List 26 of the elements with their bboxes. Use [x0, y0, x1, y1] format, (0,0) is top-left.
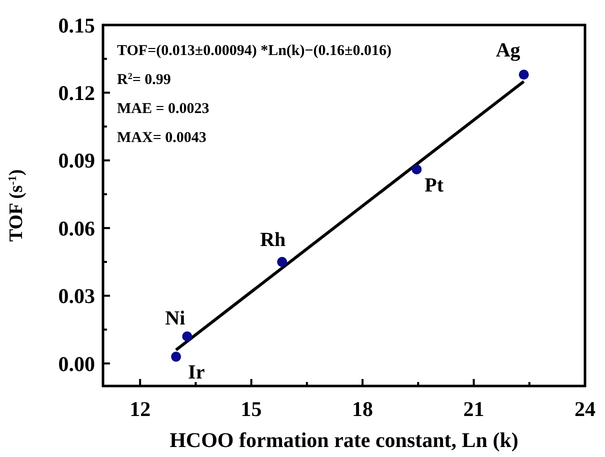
point: [518, 70, 529, 80]
y-tick-label: 0.00: [58, 352, 95, 376]
x-tick-label: 18: [352, 397, 374, 421]
x-tick-label: 15: [240, 397, 262, 421]
y-tick-label: 0.03: [58, 284, 95, 308]
annotation: Ag: [496, 40, 520, 62]
point: [182, 331, 192, 342]
y-tick-label: 0.15: [58, 13, 95, 38]
annotation: R$^{2}$= 0.99: [117, 71, 171, 88]
point: [277, 256, 288, 267]
y-tick-label: 0.12: [58, 81, 95, 106]
annotation: Rh: [260, 228, 286, 251]
annotation: MAX= 0.0043: [117, 130, 206, 146]
annotation: Ir: [188, 362, 205, 384]
y-tick-label: 0.06: [58, 216, 95, 240]
x-tick-label: 24: [574, 397, 596, 421]
annotation: Pt: [424, 174, 444, 196]
annotation: Ni: [165, 307, 186, 330]
annotation: MAE = 0.0023: [117, 101, 210, 117]
point: [412, 164, 422, 174]
annotation: TOF=(0.013±0.00094) *Ln(k)−(0.16±0.016): [117, 43, 392, 59]
x-tick-label: 12: [130, 397, 151, 421]
x-tick-label: 21: [463, 397, 484, 421]
x-axis-title: HCOO formation rate constant, Ln (k): [170, 428, 518, 452]
y-tick-label: 0.09: [58, 148, 95, 173]
point: [171, 352, 182, 362]
